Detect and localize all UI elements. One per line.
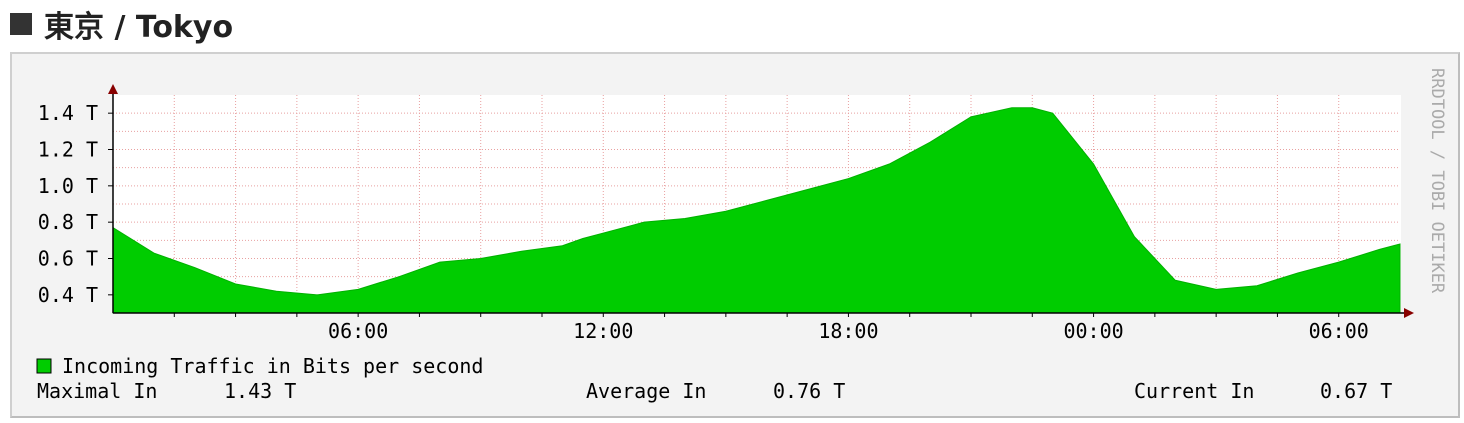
y-tick-labels: 0.4 T 0.6 T 0.8 T 1.0 T 1.2 T 1.4 T [38, 101, 98, 307]
square-bullet-icon [10, 13, 32, 35]
y-tick-label: 1.4 T [38, 101, 98, 125]
legend-label: Incoming Traffic in Bits per second [62, 354, 483, 378]
avg-label: Average In [586, 379, 706, 403]
legend-swatch [36, 358, 52, 374]
page-heading: 東京 / Tokyo [10, 2, 233, 46]
x-tick-labels: 06:00 12:00 18:00 00:00 06:00 [328, 319, 1369, 343]
y-tick-label: 0.6 T [38, 247, 98, 271]
y-tick-label: 0.8 T [38, 210, 98, 234]
y-axis-arrow-icon [108, 84, 118, 94]
cur-label: Current In [1134, 379, 1254, 403]
traffic-area [112, 107, 1401, 314]
x-tick-label: 00:00 [1063, 319, 1123, 343]
y-tick-label: 1.0 T [38, 174, 98, 198]
page-title: 東京 / Tokyo [44, 10, 234, 45]
x-tick-label: 06:00 [1309, 319, 1369, 343]
x-axis-arrow-icon [1404, 308, 1414, 318]
x-tick-label: 06:00 [328, 319, 388, 343]
x-tick-label: 12:00 [573, 319, 633, 343]
x-tick-label: 18:00 [818, 319, 878, 343]
max-value: 1.43 T [224, 379, 296, 403]
y-tick-label: 1.2 T [38, 138, 98, 162]
axes [108, 84, 1414, 318]
watermark-text: RRDTOOL / TOBI OETIKER [1427, 68, 1447, 294]
y-tick-label: 0.4 T [38, 283, 98, 307]
max-label: Maximal In [37, 379, 157, 403]
cur-value: 0.67 T [1320, 379, 1392, 403]
avg-value: 0.76 T [773, 379, 845, 403]
